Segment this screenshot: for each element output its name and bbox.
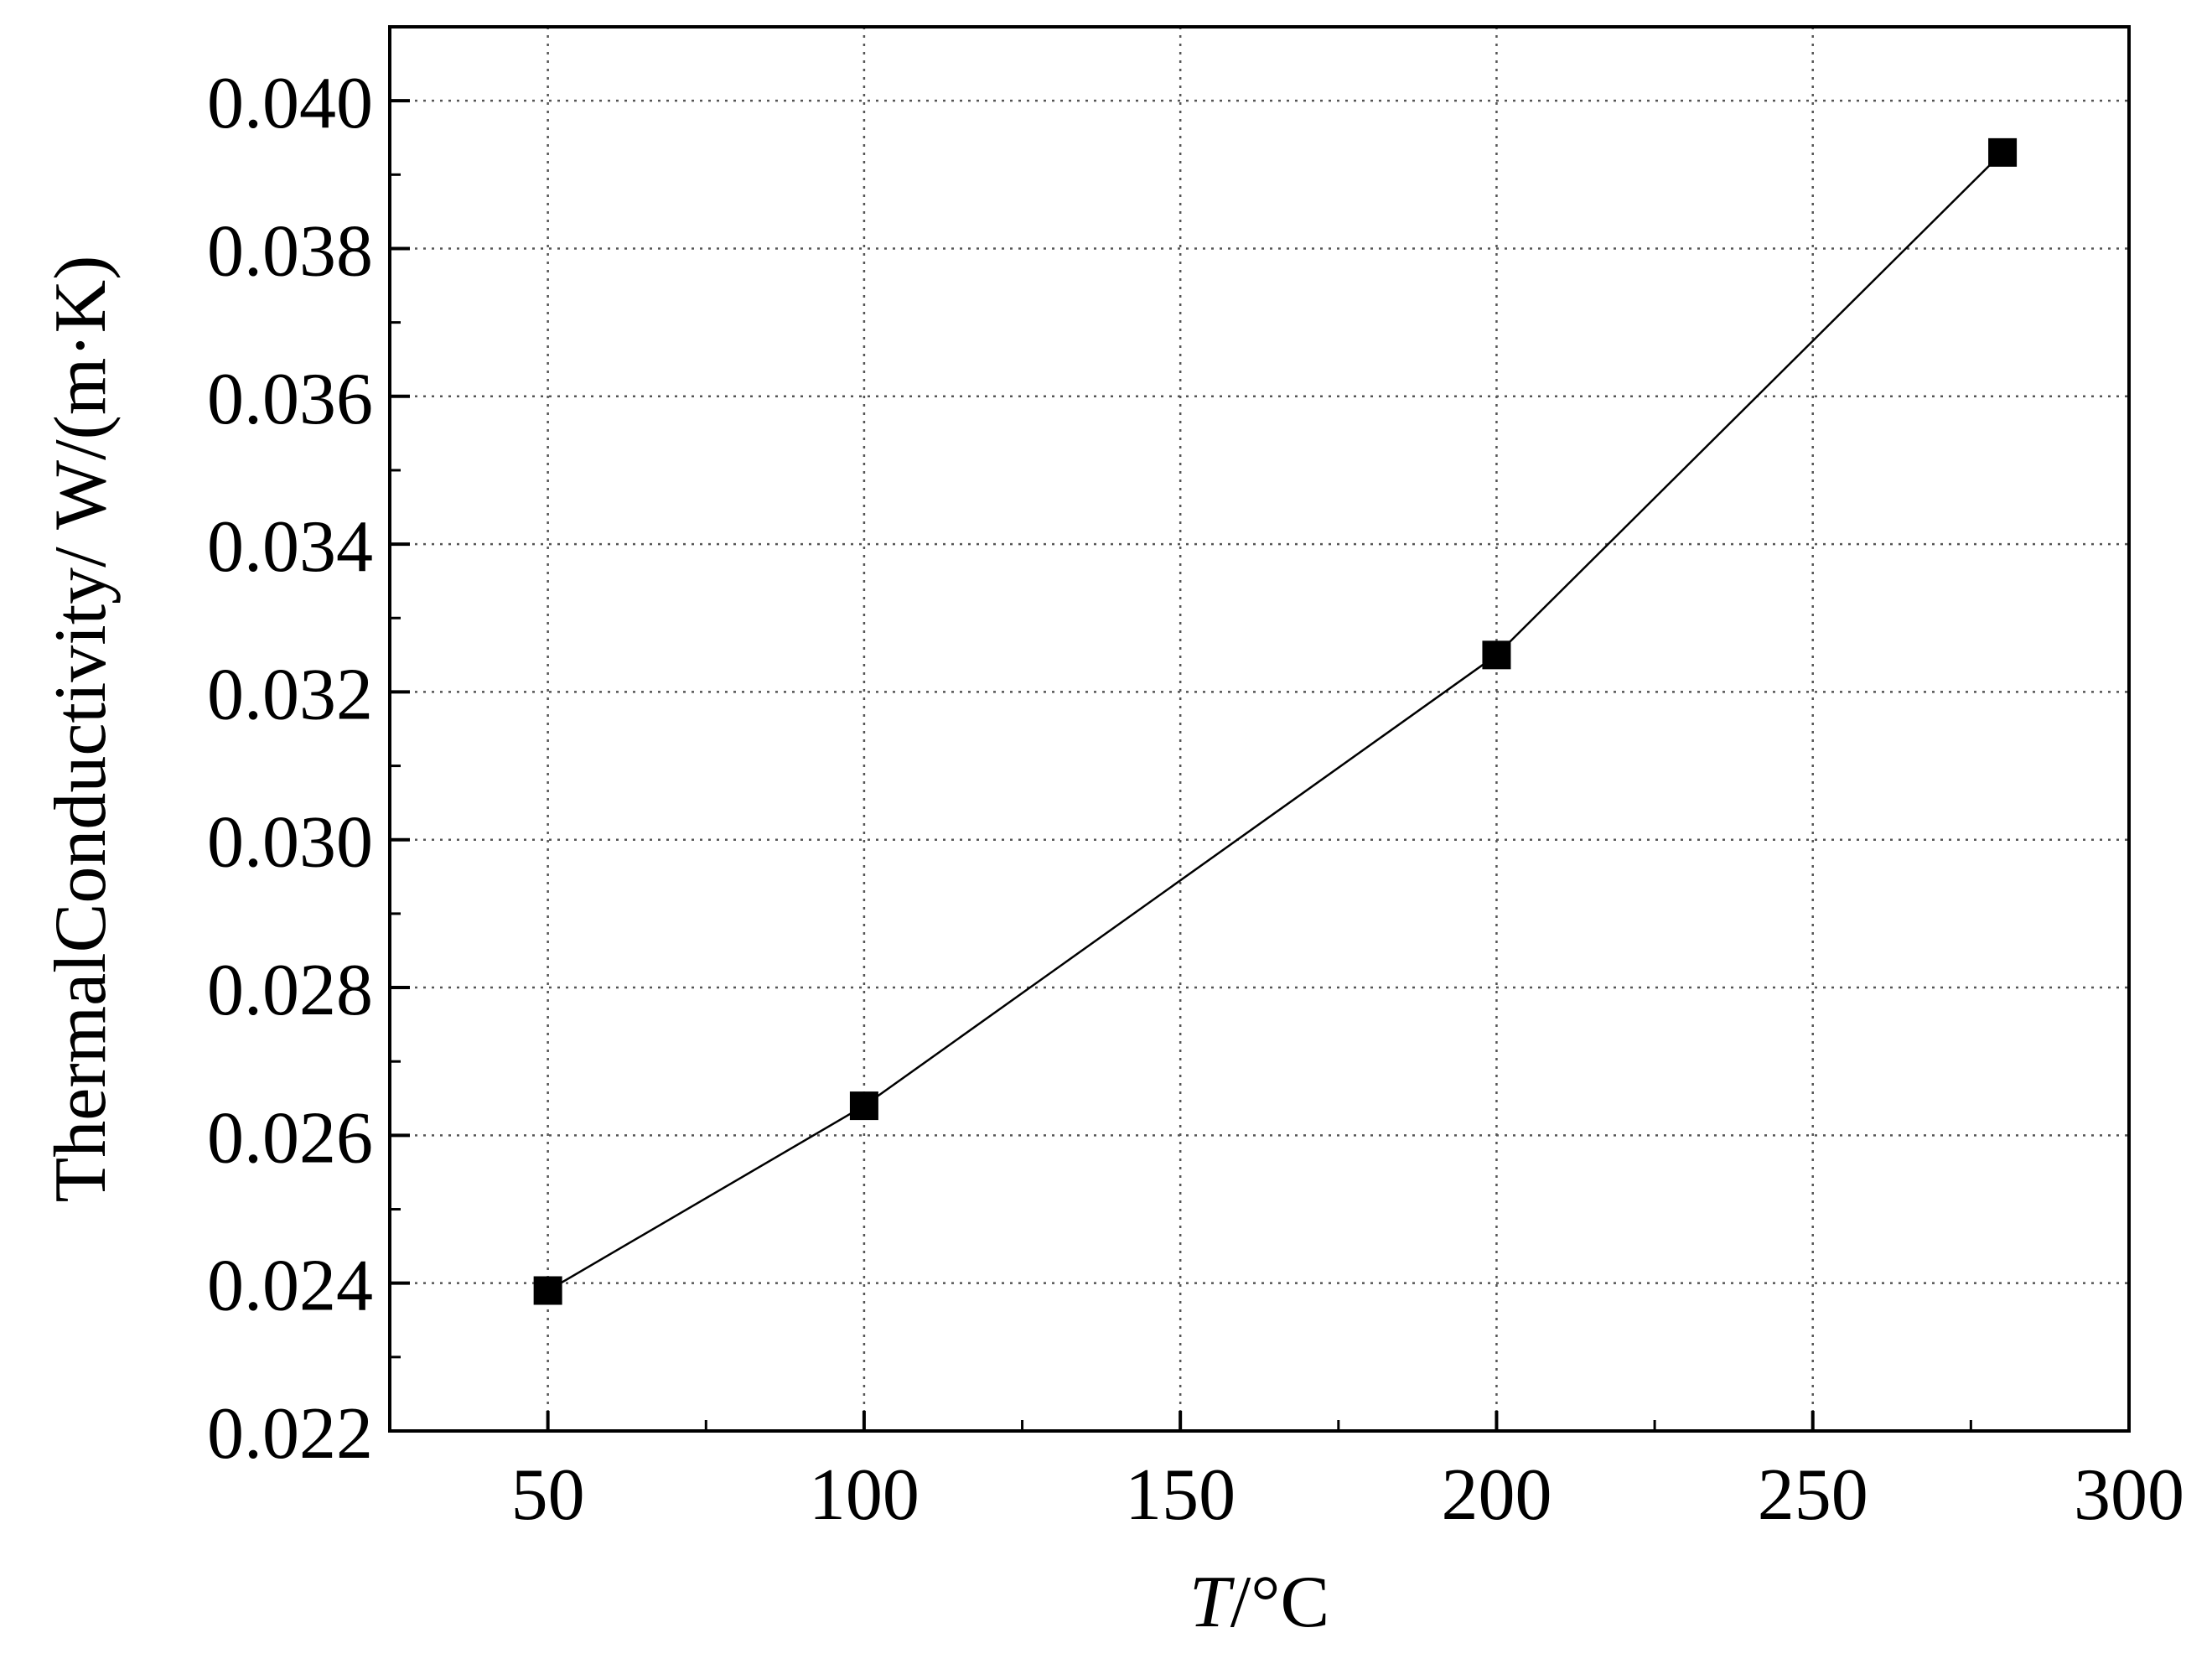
x-tick-label: 250 [1758, 1454, 1868, 1536]
data-point-marker [1988, 137, 2018, 167]
y-axis-title: ThermalConductivity/ W/(m·K) [40, 256, 122, 1203]
series-line [547, 151, 2003, 1292]
y-tick-label: 0.028 [207, 950, 373, 1031]
y-tick-label: 0.024 [207, 1246, 373, 1327]
y-tick-label: 0.034 [207, 506, 373, 588]
x-tick-label: 100 [809, 1454, 920, 1536]
data-point-marker [849, 1091, 878, 1121]
y-tick-label: 0.038 [207, 210, 373, 292]
data-point-marker [1482, 640, 1511, 670]
plot-frame [388, 25, 2131, 1433]
y-tick-label: 0.030 [207, 802, 373, 884]
data-point-marker [533, 1276, 562, 1305]
tick-labels: 50 100 150 200 250 300 0.022 0.024 0.026 0.028 0.0… [207, 63, 2184, 1536]
x-axis-title-unit: /°C [1230, 1562, 1329, 1643]
data-series [533, 137, 2018, 1305]
x-tick-label: 300 [2074, 1454, 2184, 1536]
x-tick-label: 50 [511, 1454, 585, 1536]
x-axis-title: T/°C [1189, 1562, 1329, 1643]
y-tick-label: 0.032 [207, 654, 373, 735]
y-tick-label: 0.040 [207, 63, 373, 144]
grid-lines [390, 27, 2129, 1431]
y-tick-label: 0.022 [207, 1393, 373, 1475]
x-axis-title-symbol: T [1189, 1562, 1236, 1643]
y-tick-label: 0.026 [207, 1097, 373, 1179]
y-tick-label: 0.036 [207, 359, 373, 440]
x-tick-label: 200 [1441, 1454, 1552, 1536]
x-tick-label: 150 [1125, 1454, 1236, 1536]
